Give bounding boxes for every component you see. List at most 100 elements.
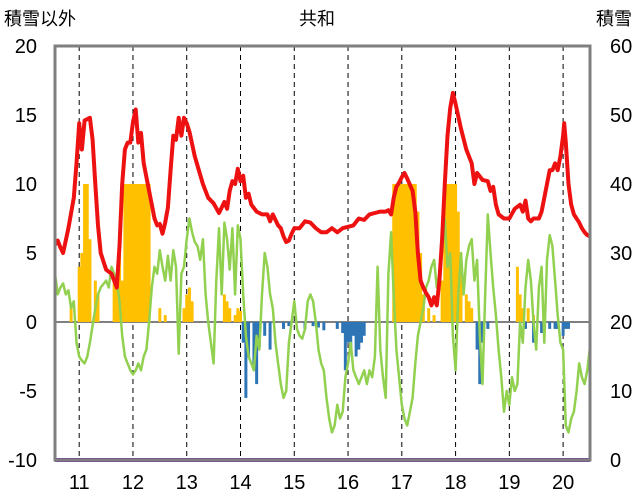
orange-bar-16 <box>134 184 138 322</box>
orange-bar-3 <box>83 184 87 322</box>
right-tick-label: 50 <box>610 105 632 127</box>
orange-bar-56 <box>464 294 468 322</box>
orange-bar-14 <box>128 184 132 322</box>
left-tick-label: 5 <box>26 243 37 265</box>
orange-bar-13 <box>126 184 130 322</box>
orange-bar-57 <box>467 301 471 322</box>
x-tick-label: 16 <box>337 472 359 494</box>
x-tick-label: 18 <box>444 472 466 494</box>
orange-bar-1 <box>77 266 81 322</box>
orange-bar-61 <box>521 308 525 322</box>
blue-bar-12 <box>316 322 320 328</box>
orange-bar-41 <box>411 184 415 322</box>
right-tick-label: 40 <box>610 174 632 196</box>
orange-bar-40 <box>408 184 412 322</box>
right-tick-label: 10 <box>610 381 632 403</box>
green-line <box>53 213 592 434</box>
orange-bar-37 <box>400 184 404 322</box>
x-tick-label: 11 <box>69 472 90 494</box>
blue-bar-8 <box>282 322 286 329</box>
blue-bar-9 <box>287 322 291 327</box>
orange-bar-15 <box>131 184 135 322</box>
orange-bar-55 <box>459 253 463 322</box>
blue-bar-16 <box>343 322 347 371</box>
orange-bar-62 <box>526 308 530 322</box>
x-tick-label: 13 <box>176 472 198 494</box>
orange-bar-24 <box>182 308 186 322</box>
orange-bar-21 <box>147 184 151 322</box>
orange-bar-58 <box>470 308 474 322</box>
blue-bar-0 <box>241 322 245 343</box>
blue-bar-13 <box>322 322 326 331</box>
blue-bar-21 <box>357 322 361 350</box>
orange-bar-25 <box>185 294 189 322</box>
right-tick-label: 0 <box>610 450 621 472</box>
blue-bar-18 <box>349 322 353 350</box>
orange-bar-49 <box>443 184 447 322</box>
orange-bar-52 <box>451 184 455 322</box>
orange-bar-2 <box>80 253 84 322</box>
orange-bar-54 <box>456 211 460 322</box>
blue-bar-32 <box>553 322 557 329</box>
orange-bar-6 <box>93 280 97 322</box>
blue-bar-36 <box>566 322 570 329</box>
orange-bar-26 <box>187 287 191 322</box>
x-tick-label: 20 <box>552 472 574 494</box>
orange-bar-22 <box>158 308 162 322</box>
x-tick-label: 19 <box>498 472 520 494</box>
left-tick-label: 15 <box>15 105 37 127</box>
blue-bar-7 <box>268 322 272 350</box>
orange-bar-28 <box>222 294 226 322</box>
right-tick-label: 20 <box>610 312 632 334</box>
left-tick-label: 10 <box>15 174 37 196</box>
blue-bar-35 <box>564 322 568 329</box>
orange-bar-7 <box>96 294 100 322</box>
blue-bar-31 <box>548 322 552 329</box>
plot-frame <box>53 44 592 462</box>
orange-bar-17 <box>136 184 140 322</box>
orange-bar-11 <box>120 280 124 322</box>
orange-bar-35 <box>394 184 398 322</box>
blue-bar-34 <box>561 322 565 336</box>
blue-bar-22 <box>359 322 363 343</box>
blue-bar-23 <box>362 322 366 336</box>
left-tick-label: -5 <box>19 381 37 403</box>
orange-bar-46 <box>427 308 431 322</box>
orange-bar-33 <box>239 310 243 322</box>
orange-bar-48 <box>440 280 444 322</box>
blue-bar-26 <box>480 322 484 343</box>
blue-bar-3 <box>252 322 256 371</box>
orange-bar-19 <box>142 184 146 322</box>
orange-bar-44 <box>419 253 423 322</box>
red-line <box>53 90 591 308</box>
orange-bar-9 <box>115 280 119 322</box>
blue-bar-11 <box>311 322 315 327</box>
left-axis-label: 積雪以外 <box>4 9 76 30</box>
left-tick-label: 0 <box>26 312 37 334</box>
orange-bar-20 <box>144 184 148 322</box>
blue-bar-17 <box>346 322 350 343</box>
orange-bar-47 <box>432 315 436 322</box>
x-tick-label: 14 <box>229 472 251 494</box>
orange-bar-8 <box>112 273 116 322</box>
left-tick-label: -10 <box>8 450 37 472</box>
plot-area: -10 -5 0 5 10 15 20 0 10 20 30 40 50 60 11 12 13 14 15 16 17… <box>8 36 632 494</box>
x-tick-label: 12 <box>122 472 144 494</box>
blue-bar-14 <box>335 322 339 329</box>
orange-bar-29 <box>225 301 229 322</box>
orange-bar-38 <box>402 184 406 322</box>
blue-bar-19 <box>351 322 355 336</box>
blue-bar-4 <box>255 322 259 385</box>
orange-bar-5 <box>88 239 92 322</box>
blue-bar-2 <box>247 322 251 357</box>
orange-bar-60 <box>518 294 522 322</box>
right-tick-label: 60 <box>610 36 632 58</box>
orange-bar-18 <box>139 184 143 322</box>
blue-bar-27 <box>486 322 490 329</box>
orange-bar-53 <box>454 184 458 322</box>
orange-bar-42 <box>413 184 417 322</box>
chart-title: 共和 <box>299 9 335 30</box>
orange-bar-36 <box>397 184 401 322</box>
orange-bar-59 <box>515 266 519 322</box>
